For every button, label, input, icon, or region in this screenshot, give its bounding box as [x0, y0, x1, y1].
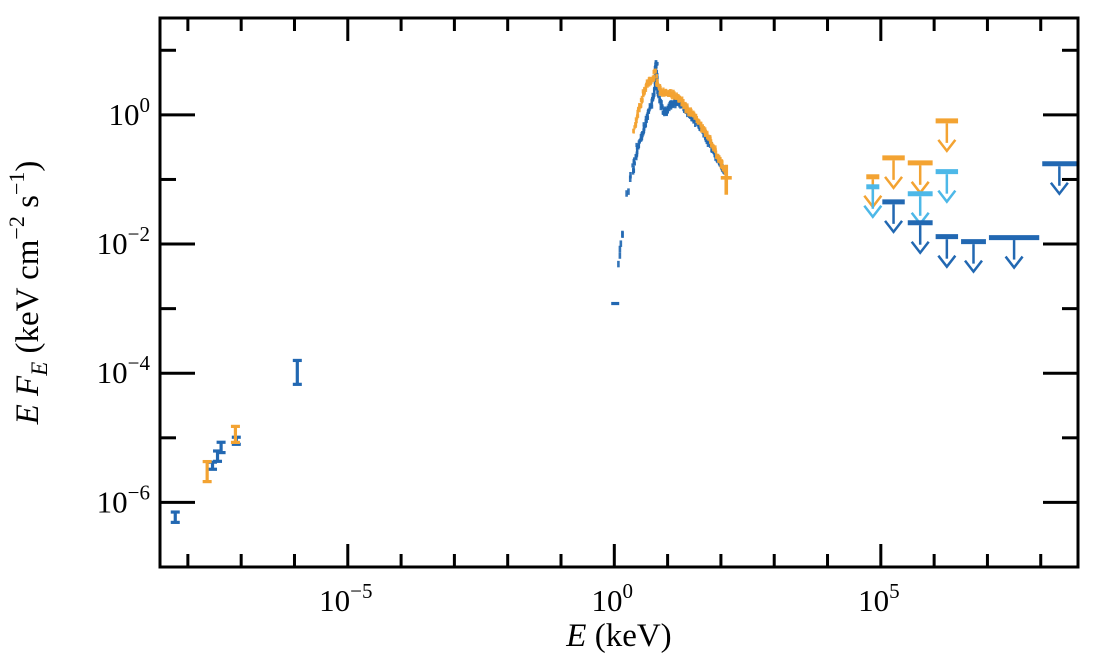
upper-limit-arrow [907, 160, 933, 195]
x-axis-ticks [186, 18, 1043, 567]
y-axis-label: E FE (keV cm−2 s−1) [4, 161, 52, 426]
errorbar-point [216, 440, 226, 455]
x-tick-label: 100 [592, 579, 634, 618]
upper-limit-arrow [935, 234, 959, 269]
y-tick-label: 100 [109, 93, 151, 132]
errorbar-point [202, 459, 212, 484]
upper-limit-arrow [935, 169, 959, 204]
x-axis-label-text: E (keV) [565, 618, 671, 654]
y-axis-label-text: E FE (keV cm−2 s−1) [4, 161, 52, 426]
upper-limit-arrow [935, 118, 959, 153]
errorbar-point [230, 424, 240, 444]
errorbar-point [292, 358, 302, 386]
y-tick-label: 10−4 [97, 351, 151, 390]
x-tick-labels: 10−5 100 105 [319, 579, 899, 618]
upper-limit-arrow [907, 191, 933, 226]
y-tick-labels: 100 10−2 10−4 10−6 [97, 93, 151, 520]
errorbar-point [170, 510, 180, 524]
x-tick-label: 105 [858, 579, 900, 618]
x-tick-label: 10−5 [319, 579, 372, 618]
plot-border [158, 16, 1080, 569]
radio-errorbars-orange [202, 424, 240, 484]
y-tick-label: 10−6 [97, 480, 150, 519]
upper-limit-arrow [882, 199, 905, 234]
upper-limit-arrow [961, 239, 986, 274]
xray-spectrum-orange [632, 68, 732, 195]
upper-limit-arrow [988, 235, 1040, 270]
upper-limit-arrow [882, 155, 905, 190]
plot-frame [158, 16, 1080, 569]
x-axis-label: E (keV) [565, 618, 671, 654]
upper-limit-arrow [907, 220, 933, 255]
y-axis-ticks [160, 48, 1078, 504]
errorbar-point [208, 460, 218, 471]
upper-limit-arrow [863, 184, 883, 219]
gamma-upper-limits-blue [882, 161, 1077, 274]
upper-limit-arrow [1042, 161, 1077, 196]
series-layer [170, 60, 1077, 524]
y-tick-label: 10−2 [97, 222, 150, 261]
